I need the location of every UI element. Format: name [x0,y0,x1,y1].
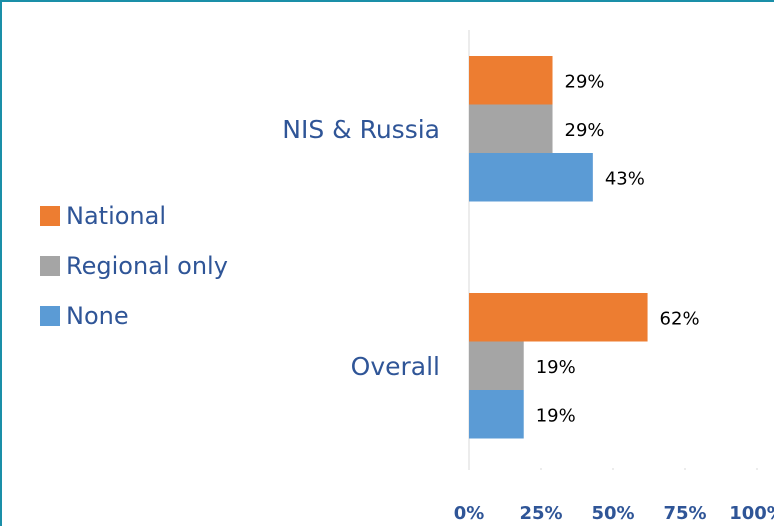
value-label: 29% [565,120,605,141]
x-tick-label: 50% [591,503,634,524]
value-label: 29% [565,71,605,92]
bar [469,56,553,105]
legend-swatch [40,206,60,226]
bar [469,293,648,342]
value-label: 19% [536,405,576,426]
x-tick-label: 100% [729,503,774,524]
value-label: 19% [536,357,576,378]
legend-swatch [40,256,60,276]
legend-label: Regional only [66,252,228,280]
category-label: NIS & Russia [282,115,440,144]
x-tick-label: 0% [454,503,485,524]
category-label: Overall [351,352,440,381]
value-label: 62% [660,308,700,329]
x-tick-label: 75% [663,503,706,524]
bar [469,390,524,439]
bar [469,341,524,390]
bar [469,104,553,153]
bar [469,153,593,202]
legend-label: National [66,202,166,230]
legend-label: None [66,302,129,330]
legend-swatch [40,306,60,326]
x-tick-label: 25% [519,503,562,524]
value-label: 43% [605,168,645,189]
